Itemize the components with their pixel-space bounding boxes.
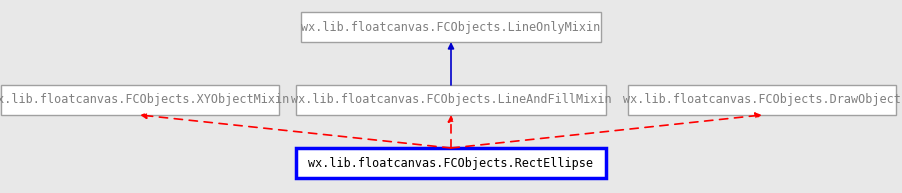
Text: wx.lib.floatcanvas.FCObjects.RectEllipse: wx.lib.floatcanvas.FCObjects.RectEllipse <box>308 157 594 169</box>
Bar <box>301 12 601 42</box>
Bar <box>296 85 606 115</box>
Bar <box>628 85 896 115</box>
Bar <box>296 148 606 178</box>
Text: wx.lib.floatcanvas.FCObjects.XYObjectMixin: wx.lib.floatcanvas.FCObjects.XYObjectMix… <box>0 93 290 107</box>
Bar <box>1 85 279 115</box>
Text: wx.lib.floatcanvas.FCObjects.LineAndFillMixin: wx.lib.floatcanvas.FCObjects.LineAndFill… <box>290 93 612 107</box>
Text: wx.lib.floatcanvas.FCObjects.LineOnlyMixin: wx.lib.floatcanvas.FCObjects.LineOnlyMix… <box>301 20 601 34</box>
Text: wx.lib.floatcanvas.FCObjects.DrawObject: wx.lib.floatcanvas.FCObjects.DrawObject <box>623 93 901 107</box>
